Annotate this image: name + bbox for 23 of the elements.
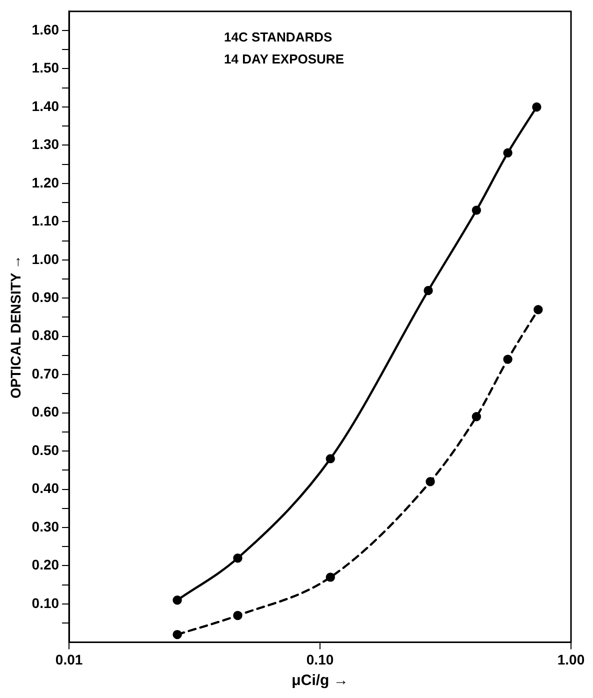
y-tick-label: 0.90 <box>32 288 60 305</box>
y-axis-title: OPTICAL DENSITY → <box>7 255 24 398</box>
annotation: 14C STANDARDS <box>224 29 332 44</box>
y-tick-label: 0.30 <box>32 518 60 534</box>
x-tick-label: 0.10 <box>306 651 334 668</box>
y-tick-label: 1.30 <box>32 136 60 152</box>
x-axis-title: μCi/g → <box>292 672 348 690</box>
y-tick-label: 1.10 <box>32 212 60 229</box>
y-tick-label: 1.40 <box>32 98 60 114</box>
y-tick-label: 0.70 <box>32 365 60 382</box>
y-tick-label: 0.50 <box>32 442 60 458</box>
x-tick-label: 1.00 <box>557 651 585 668</box>
y-tick-label: 0.20 <box>32 556 60 573</box>
y-tick-label: 1.50 <box>32 60 60 76</box>
y-tick-label: 1.20 <box>32 174 60 190</box>
y-tick-label: 1.00 <box>32 250 60 267</box>
annotation: 14 DAY EXPOSURE <box>224 51 344 66</box>
y-tick-label: 0.80 <box>32 327 60 344</box>
y-tick-label: 0.60 <box>32 404 60 420</box>
y-tick-label: 0.40 <box>32 480 60 496</box>
y-tick-label: 0.10 <box>32 594 60 611</box>
x-tick-label: 0.01 <box>55 651 83 668</box>
y-tick-label: 1.60 <box>32 21 60 38</box>
